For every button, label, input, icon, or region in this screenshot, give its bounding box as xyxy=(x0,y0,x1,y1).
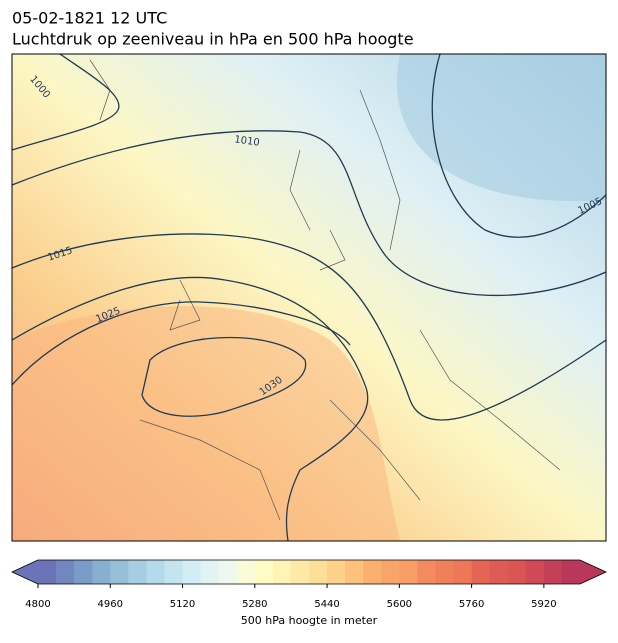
colorbar-extend xyxy=(12,560,38,584)
colorbar-segment xyxy=(218,560,238,584)
isobar xyxy=(12,233,606,421)
colorbar-segment xyxy=(417,560,436,584)
isobar-label: 1010 xyxy=(234,134,261,148)
colorbar: 4800 4960 5120 5280 5440 5600 5760 5920 xyxy=(11,559,607,610)
colorbar-segment xyxy=(489,560,509,584)
colorbar-segment xyxy=(236,560,256,584)
colorbar-segment xyxy=(74,560,93,584)
colorbar-segment xyxy=(309,560,328,584)
title: 05-02-1821 12 UTC xyxy=(12,9,167,28)
colorbar-segment xyxy=(471,560,491,584)
colorbar-segment xyxy=(543,560,563,584)
colorbar-segment xyxy=(254,560,274,584)
colorbar-segment xyxy=(525,560,545,584)
colorbar-outline xyxy=(11,559,607,585)
isobar xyxy=(12,130,606,297)
colorbar-segment xyxy=(200,560,220,584)
colorbar-segment xyxy=(345,560,364,584)
isobar xyxy=(141,336,307,417)
colorbar-tick-label: 4800 xyxy=(25,599,50,610)
height-field xyxy=(396,54,606,202)
colorbar-tick-label: 4960 xyxy=(98,599,123,610)
isobar xyxy=(431,54,606,238)
colorbar-segment xyxy=(435,560,455,584)
colorbar-tick-label: 5600 xyxy=(387,599,412,610)
colorbar-segment xyxy=(38,560,57,584)
colorbar-label: 500 hPa hoogte in meter xyxy=(241,614,378,627)
map: 1000 1010 1005 1015 1025 1030 xyxy=(12,54,606,541)
isobar xyxy=(12,301,351,386)
colorbar-segment xyxy=(290,560,310,584)
colorbar-tick-label: 5280 xyxy=(242,599,267,610)
map-frame xyxy=(11,53,607,542)
colorbar-segment xyxy=(146,560,165,584)
colorbar-segment xyxy=(110,560,129,584)
isobar xyxy=(12,54,120,151)
colorbar-segment xyxy=(453,560,473,584)
subtitle: Luchtdruk op zeeniveau in hPa en 500 hPa… xyxy=(12,30,414,49)
colorbar-tick-label: 5440 xyxy=(314,599,339,610)
colorbar-segment xyxy=(56,560,75,584)
colorbar-extend xyxy=(580,560,606,584)
colorbar-segment xyxy=(327,560,346,584)
colorbar-segment xyxy=(128,560,147,584)
colorbar-segment xyxy=(561,560,581,584)
height-field xyxy=(12,306,400,541)
colorbar-segment xyxy=(399,560,418,584)
colorbar-tick-label: 5120 xyxy=(170,599,195,610)
isobar xyxy=(12,276,369,541)
colorbar-segment xyxy=(363,560,382,584)
colorbar-segment xyxy=(182,560,202,584)
colorbar-segment xyxy=(272,560,292,584)
colorbar-segment xyxy=(507,560,527,584)
colorbar-segment xyxy=(92,560,111,584)
colorbar-segment xyxy=(381,560,400,584)
colorbar-tick-label: 5920 xyxy=(531,599,556,610)
colorbar-tick-label: 5760 xyxy=(459,599,484,610)
colorbar-segment xyxy=(164,560,184,584)
